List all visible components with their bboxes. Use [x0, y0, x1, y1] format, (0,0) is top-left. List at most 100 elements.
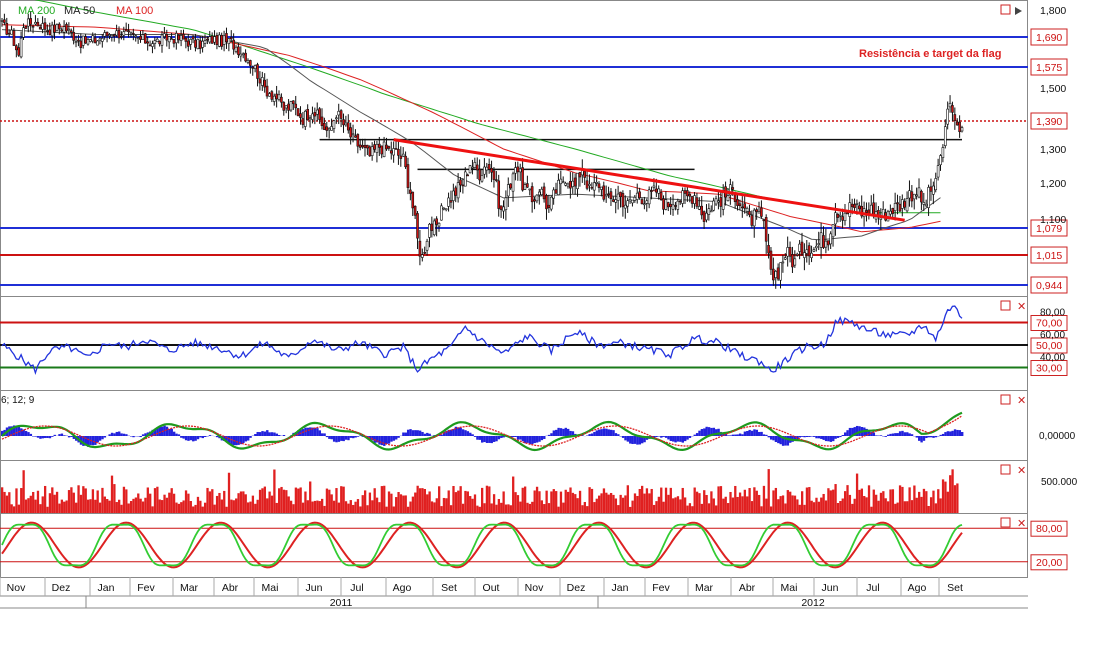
macd-bar — [904, 432, 906, 436]
volume-bar — [694, 488, 696, 513]
ma50-legend[interactable]: MA 50 — [64, 5, 95, 17]
macd-bar — [925, 436, 927, 438]
panel-maximize-icon[interactable] — [1001, 301, 1010, 310]
candle-body — [713, 201, 715, 210]
macd-bar — [603, 428, 605, 436]
volume-bar — [111, 476, 113, 513]
macd-bar — [517, 436, 519, 440]
candle-body — [925, 204, 927, 206]
macd-bar — [727, 435, 729, 436]
panel-close-icon: ✕ — [1017, 301, 1026, 313]
candle-body — [257, 65, 259, 79]
volume-bar — [940, 498, 942, 513]
macd-bar — [538, 436, 540, 442]
volume-bar — [942, 479, 944, 513]
macd-bar — [30, 434, 32, 436]
candle-body — [514, 168, 516, 174]
volume-bar — [295, 488, 297, 513]
panel-maximize-icon[interactable] — [1001, 395, 1010, 404]
candle-body — [108, 35, 110, 36]
volume-bar — [672, 498, 674, 513]
month-label: Mai — [262, 582, 279, 594]
candle-body — [507, 185, 509, 196]
macd-bar — [278, 435, 280, 436]
macd-bar — [412, 430, 414, 436]
panel-maximize-icon[interactable] — [1001, 465, 1010, 474]
candle-body — [942, 148, 944, 158]
candle-body — [608, 194, 610, 195]
candle-body — [342, 120, 344, 125]
candle-body — [15, 46, 17, 50]
candle-body — [808, 246, 810, 256]
volume-bar — [756, 491, 758, 513]
candle-body — [235, 47, 237, 51]
volume-bar — [605, 493, 607, 513]
macd-bar — [185, 436, 187, 440]
macd-bar — [254, 434, 256, 436]
macd-bar — [192, 436, 194, 441]
candle-body — [961, 128, 963, 131]
macd-bar — [58, 434, 60, 436]
macd-bar — [667, 436, 669, 439]
macd-bar — [347, 436, 349, 440]
ma100-legend[interactable]: MA 100 — [116, 5, 153, 17]
macd-bar — [264, 432, 266, 436]
candle-body — [369, 147, 371, 156]
volume-bar — [837, 503, 839, 513]
volume-bar — [156, 487, 158, 513]
macd-bar — [276, 434, 278, 436]
candle-body — [899, 204, 901, 211]
panel-maximize-icon[interactable] — [1001, 5, 1010, 14]
candle-body — [319, 109, 321, 120]
volume-bar — [125, 489, 127, 513]
volume-bar — [233, 500, 235, 513]
macd-bar — [460, 428, 462, 436]
volume-bar — [615, 498, 617, 513]
volume-bar — [646, 488, 648, 513]
volume-bar — [569, 487, 571, 513]
macd-bar — [316, 428, 318, 436]
macd-bar — [481, 436, 483, 443]
candle-body — [218, 35, 220, 46]
volume-bar — [827, 488, 829, 513]
candle-body — [364, 145, 366, 148]
macd-bar — [381, 436, 383, 445]
macd-bar — [49, 436, 51, 438]
volume-bar — [588, 487, 590, 513]
volume-bar — [822, 494, 824, 513]
candle-body — [89, 40, 91, 42]
volume-bar — [230, 500, 232, 513]
macd-bar — [593, 432, 595, 436]
volume-bar — [495, 505, 497, 513]
macd-bar — [118, 432, 120, 436]
macd-bar — [46, 436, 48, 438]
volume-bar — [555, 491, 557, 513]
macd-bar — [464, 430, 466, 436]
panel-maximize-icon[interactable] — [1001, 518, 1010, 527]
volume-bar — [209, 491, 211, 513]
volume-bar — [285, 490, 287, 513]
candle-body — [660, 192, 662, 199]
volume-bar — [880, 493, 882, 513]
volume-bar — [920, 497, 922, 513]
volume-bar — [471, 499, 473, 513]
candle-body — [837, 214, 839, 217]
macd-bar — [216, 436, 218, 437]
macd-bar — [775, 436, 777, 442]
volume-bar — [30, 496, 32, 513]
month-label: Mai — [781, 582, 798, 594]
volume-bar — [502, 491, 504, 513]
volume-bar — [791, 495, 793, 513]
macd-bar — [744, 432, 746, 436]
volume-bar — [216, 496, 218, 513]
macd-bar — [696, 433, 698, 436]
volume-bar — [944, 482, 946, 513]
macd-bar — [899, 431, 901, 436]
candle-body — [627, 201, 629, 206]
volume-bar — [665, 488, 667, 513]
macd-bar — [190, 436, 192, 440]
ma200-legend[interactable]: MA 200 — [18, 5, 55, 17]
candle-body — [696, 198, 698, 207]
volume-bar — [70, 487, 72, 513]
